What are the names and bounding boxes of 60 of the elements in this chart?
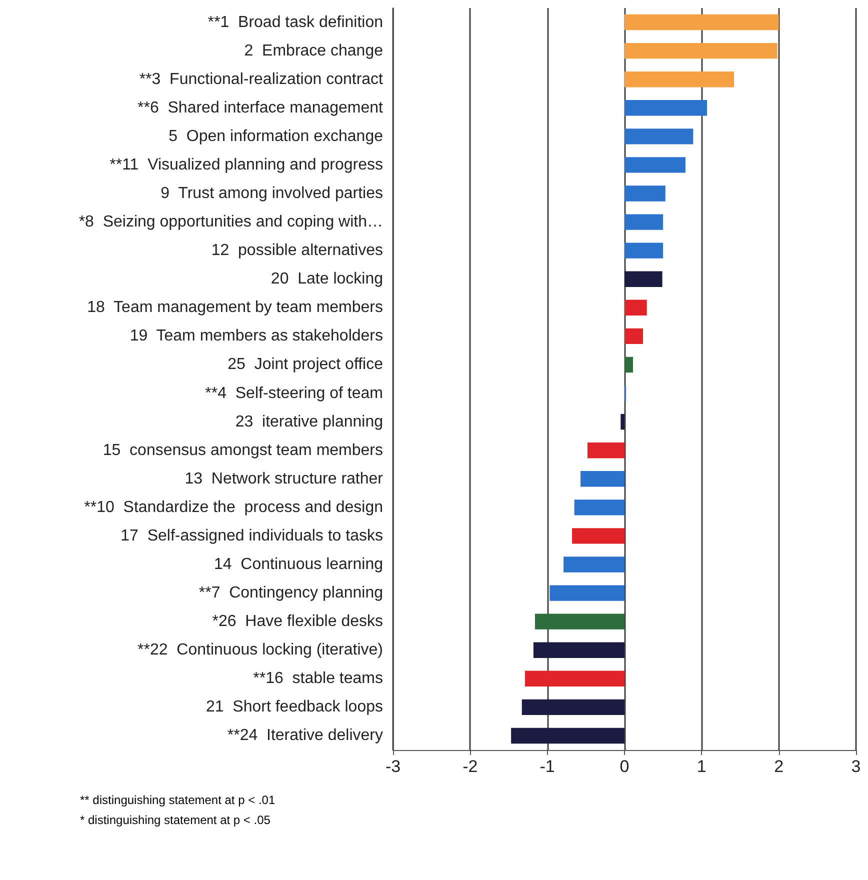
bar <box>620 414 624 430</box>
bar <box>624 14 779 30</box>
y-tick-label: 23 iterative planning <box>235 413 383 430</box>
bar <box>550 585 624 601</box>
x-tick-label: -3 <box>385 757 401 776</box>
bar <box>624 42 778 59</box>
bar <box>534 614 624 630</box>
y-tick-label: **1 Broad task definition <box>208 14 383 31</box>
bar <box>572 528 624 544</box>
x-tick-label: 1 <box>696 757 706 776</box>
y-tick-label: 20 Late locking <box>270 270 383 288</box>
y-tick-label: **3 Functional-realization contract <box>139 70 384 88</box>
bar <box>624 271 662 287</box>
y-tick-label: 18 Team management by team members <box>87 299 383 316</box>
y-tick-label: 13 Network structure rather <box>184 470 384 488</box>
bar <box>522 699 624 716</box>
bar <box>624 300 647 316</box>
y-tick-label: **16 stable teams <box>253 670 383 688</box>
bar <box>533 642 624 658</box>
bar <box>624 214 664 230</box>
y-tick-label: **22 Continuous locking (iterative) <box>138 642 383 659</box>
bar <box>624 242 664 258</box>
y-tick-label: *26 Have flexible desks <box>212 613 383 630</box>
bar <box>587 442 624 458</box>
y-tick-label: **11 Visualized planning and progress <box>110 156 383 174</box>
bar <box>624 100 708 116</box>
y-tick-label: 14 Continuous learning <box>214 556 383 573</box>
bar <box>511 728 624 744</box>
bar <box>624 128 694 144</box>
bar <box>564 556 624 572</box>
x-tick-label: 3 <box>851 757 861 776</box>
x-tick-label: 0 <box>620 757 630 776</box>
bar <box>624 356 633 373</box>
y-tick-label: **7 Contingency planning <box>198 584 383 602</box>
x-tick-label: -1 <box>540 757 555 776</box>
bar <box>624 157 686 173</box>
y-tick-label: 9 Trust among involved parties <box>160 185 383 202</box>
bar <box>574 500 624 516</box>
bar <box>624 328 644 344</box>
text: ** distinguishing statement at p < .01 <box>80 792 276 809</box>
y-tick-label: 19 Team members as stakeholders <box>130 328 383 345</box>
y-tick-label: 5 Open information exchange <box>168 128 384 145</box>
x-tick-label: -2 <box>462 757 478 776</box>
y-tick-label: **4 Self-steering of team <box>205 384 383 402</box>
y-tick-label: 17 Self-assigned individuals to tasks <box>120 527 383 544</box>
bar <box>624 186 666 202</box>
bar <box>580 471 624 487</box>
y-tick-label: 21 Short feedback loops <box>206 698 383 716</box>
y-tick-label: *8 Seizing opportunities and coping with… <box>78 214 383 231</box>
y-tick-label: 25 Joint project office <box>228 356 384 374</box>
y-tick-label: **10 Standardize the process and design <box>84 498 383 516</box>
bar <box>524 670 624 686</box>
x-tick-label: 2 <box>774 757 784 776</box>
y-tick-label: 15 consensus amongst team members <box>102 442 383 459</box>
y-tick-label: **6 Shared interface management <box>138 99 384 116</box>
y-tick-label: 12 possible alternatives <box>211 242 383 260</box>
y-tick-label: 2 Embrace change <box>244 42 384 60</box>
text: * distinguishing statement at p < .05 <box>80 812 272 829</box>
bar <box>624 72 734 88</box>
y-tick-label: **24 Iterative delivery <box>227 727 383 744</box>
